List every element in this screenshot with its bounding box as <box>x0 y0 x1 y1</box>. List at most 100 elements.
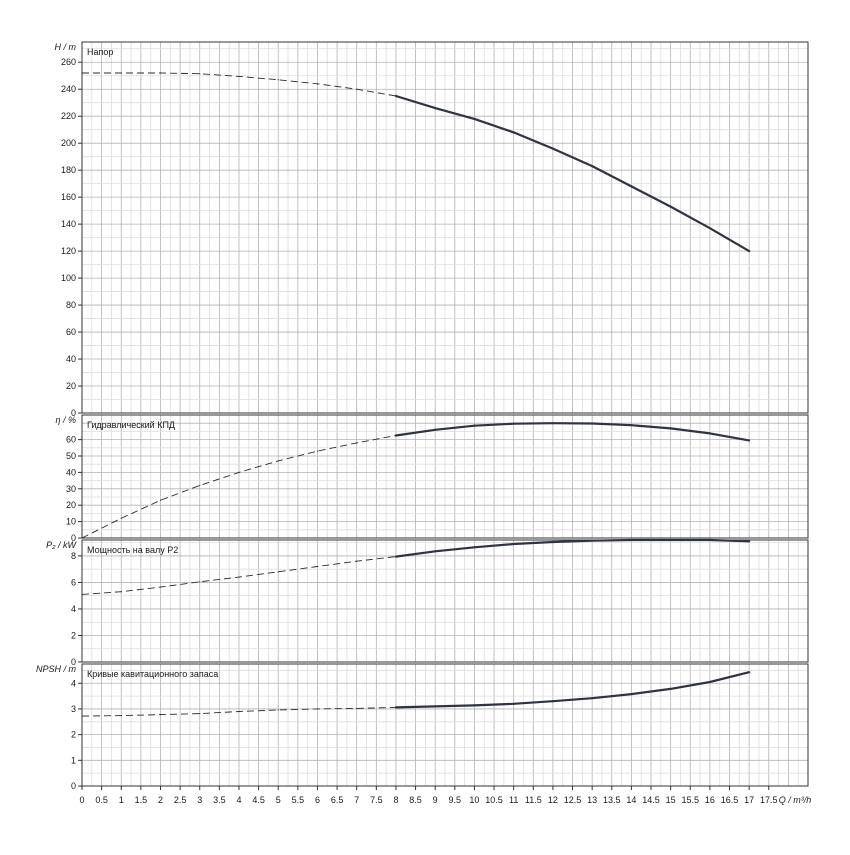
data-point <box>630 185 633 188</box>
x-tick-label: 4.5 <box>252 795 265 805</box>
data-point <box>748 671 751 674</box>
data-point <box>394 434 398 437</box>
x-tick-label: 16.5 <box>721 795 739 805</box>
y-tick-label: 160 <box>61 192 76 202</box>
data-point <box>630 538 633 542</box>
y-tick-label: 120 <box>61 246 76 256</box>
data-point <box>238 471 240 473</box>
x-tick-label: 0.5 <box>95 795 108 805</box>
data-point <box>551 700 555 703</box>
data-point <box>81 593 83 595</box>
x-tick-label: 6.5 <box>331 795 344 805</box>
x-tick-label: 7.5 <box>370 795 383 805</box>
y-tick-label: 30 <box>66 484 76 494</box>
y-tick-label: 10 <box>66 517 76 527</box>
x-tick-label: 9 <box>433 795 438 805</box>
y-tick-label: 240 <box>61 84 76 94</box>
panel-title: Гидравлический КПД <box>87 420 175 430</box>
y-tick-label: 60 <box>66 435 76 445</box>
data-point <box>159 713 162 716</box>
data-point <box>394 94 398 98</box>
data-point <box>669 427 672 430</box>
panel-title: Напор <box>87 47 113 57</box>
x-tick-label: 5.5 <box>292 795 305 805</box>
y-tick-label: 6 <box>71 577 76 587</box>
x-tick-label: 12 <box>548 795 558 805</box>
x-tick-label: 2 <box>158 795 163 805</box>
x-tick-label: 15.5 <box>682 795 700 805</box>
y-tick-label: 0 <box>71 781 76 791</box>
data-point <box>81 537 83 539</box>
data-point <box>356 707 358 710</box>
data-point <box>394 706 398 709</box>
data-point <box>473 546 476 549</box>
data-point <box>394 555 398 558</box>
data-point <box>708 680 711 684</box>
panel-frame <box>81 41 809 414</box>
data-point <box>512 542 515 546</box>
x-axis-label: Q / m³/h <box>779 795 812 805</box>
data-point <box>551 422 555 425</box>
data-point <box>551 147 555 150</box>
y-tick-label: 100 <box>61 273 76 283</box>
data-point <box>159 72 162 74</box>
x-tick-label: 3 <box>197 795 202 805</box>
data-point <box>238 75 240 78</box>
panel-frame <box>81 414 809 539</box>
y-tick-label: 0 <box>71 408 76 418</box>
series-line-solid <box>395 538 750 558</box>
x-tick-label: 1 <box>119 795 124 805</box>
data-point <box>199 581 201 583</box>
y-tick-label: 4 <box>71 604 76 614</box>
data-point <box>277 79 279 81</box>
y-tick-label: 220 <box>61 111 76 121</box>
x-tick-label: 4 <box>236 795 241 805</box>
panel-frame <box>81 539 809 663</box>
y-tick-label: 50 <box>66 451 76 461</box>
x-tick-label: 11 <box>509 795 518 805</box>
data-point <box>473 117 476 120</box>
y-axis-label: H / m <box>55 42 77 52</box>
x-tick-label: 1.5 <box>135 795 148 805</box>
data-point <box>238 576 240 578</box>
y-axis-label: P₂ / kW <box>46 540 77 550</box>
data-point <box>316 83 319 85</box>
y-tick-label: 8 <box>71 551 76 561</box>
data-point <box>630 424 633 427</box>
y-tick-label: 1 <box>71 755 76 765</box>
x-tick-label: 2.5 <box>174 795 187 805</box>
y-tick-label: 60 <box>66 327 76 337</box>
data-point <box>512 422 515 425</box>
panel-title: Мощность на валу P2 <box>87 545 178 555</box>
data-point <box>277 460 279 462</box>
y-axis-label: NPSH / m <box>36 664 77 674</box>
data-point <box>630 692 633 696</box>
y-tick-label: 180 <box>61 165 76 175</box>
data-point <box>277 709 279 711</box>
data-point <box>159 586 162 588</box>
data-point <box>238 710 240 713</box>
x-tick-label: 0 <box>79 795 84 805</box>
x-tick-label: 13.5 <box>603 795 621 805</box>
y-tick-label: 140 <box>61 219 76 229</box>
x-tick-label: 10.5 <box>485 795 503 805</box>
x-tick-label: 14.5 <box>642 795 660 805</box>
data-point <box>434 428 437 431</box>
y-tick-label: 40 <box>66 354 76 364</box>
x-tick-label: 6 <box>315 795 320 805</box>
data-point <box>669 538 672 542</box>
data-point <box>591 422 594 425</box>
data-point <box>748 439 751 442</box>
data-point <box>473 424 476 427</box>
data-point <box>199 712 201 715</box>
data-point <box>316 565 319 568</box>
data-point <box>669 205 672 208</box>
y-axis-label: η / % <box>55 415 76 425</box>
series-line-solid <box>395 671 750 709</box>
panel-title: Кривые кавитационного запаса <box>87 669 218 679</box>
data-point <box>356 560 358 562</box>
data-point <box>434 550 437 553</box>
data-point <box>748 250 751 253</box>
data-point <box>159 499 162 501</box>
data-point <box>120 715 122 717</box>
